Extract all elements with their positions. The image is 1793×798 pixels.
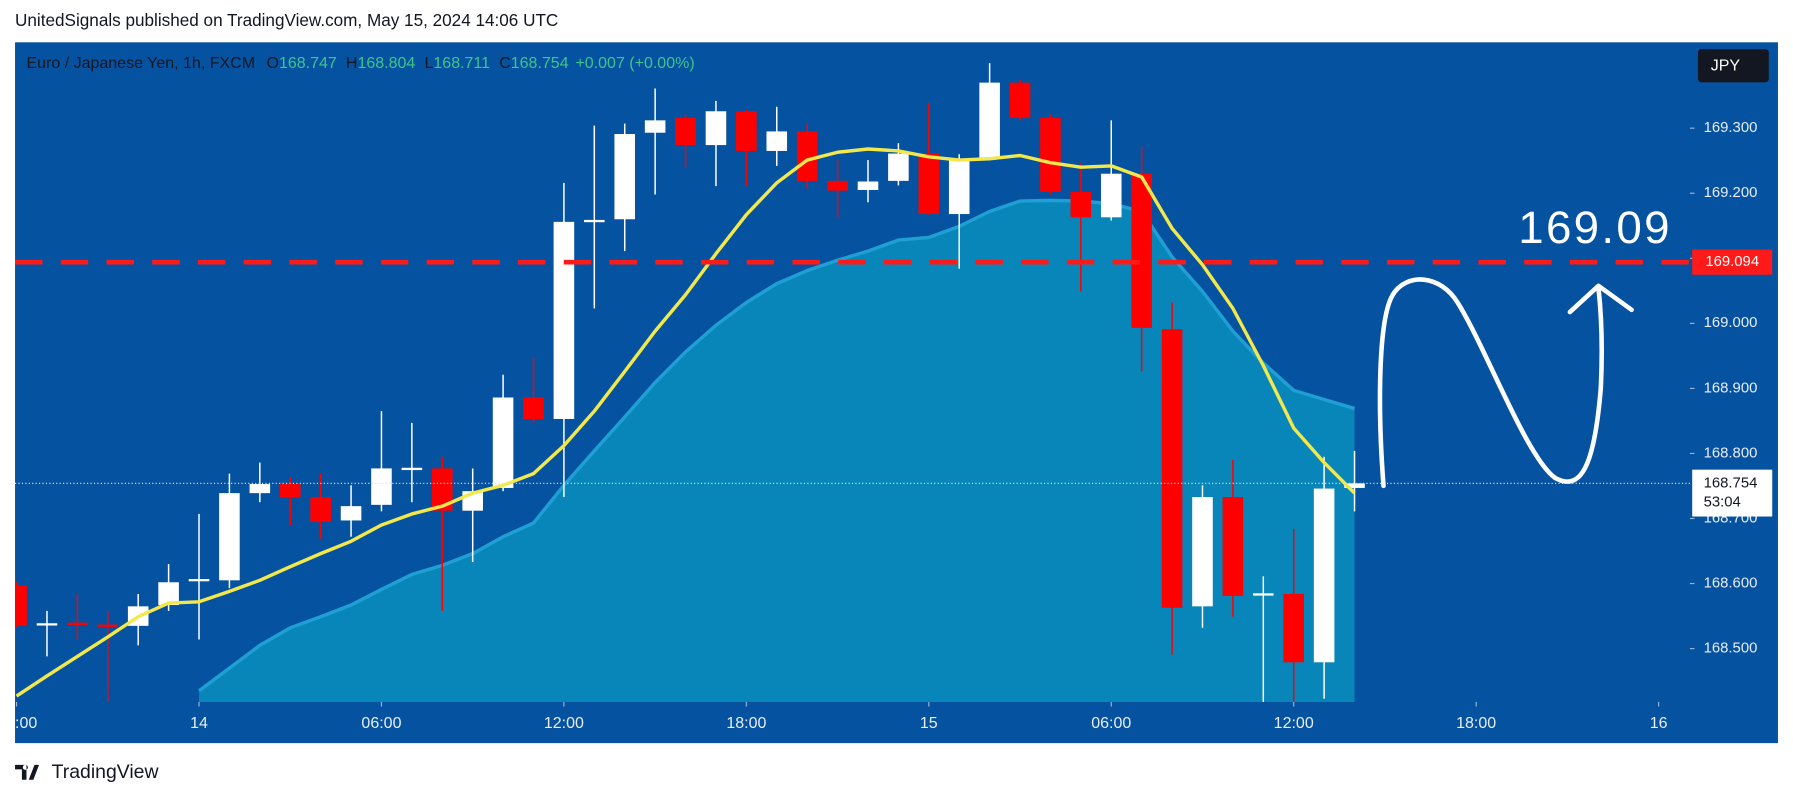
candle-body — [918, 153, 940, 215]
legend-key: L — [424, 55, 433, 72]
y-tick-label: 168.500 — [1704, 641, 1758, 657]
candle-body — [1283, 593, 1304, 663]
candle-body — [249, 484, 271, 494]
x-tick-label: 12:00 — [1274, 715, 1314, 732]
candle-body — [219, 493, 240, 581]
legend-key: H — [346, 55, 358, 72]
x-tick-label: 14 — [190, 715, 208, 732]
candle-body — [584, 219, 605, 223]
legend: Euro / Japanese Yen, 1h, FXCM O168.747 H16… — [26, 55, 694, 72]
footer-brand: TradingView — [52, 761, 160, 783]
candle-body — [888, 153, 909, 181]
ma-area-line — [197, 198, 1356, 693]
candle-body — [340, 506, 362, 521]
currency-label: JPY — [1711, 58, 1741, 75]
candle-body — [614, 134, 636, 220]
candle-body — [492, 397, 514, 488]
legend-value: 168.804 — [358, 55, 416, 72]
candle-body — [1222, 497, 1244, 596]
candle-body — [1009, 82, 1031, 118]
candle-body — [1131, 173, 1152, 328]
footer-logo — [15, 764, 40, 780]
candle-body — [1344, 483, 1365, 488]
candle-body — [644, 120, 666, 133]
candle-body — [431, 468, 453, 511]
publisher-line: UnitedSignals published on TradingView.c… — [15, 10, 558, 30]
candle-body — [948, 160, 970, 215]
candle-body — [158, 582, 179, 606]
legend-value: 168.711 — [433, 55, 490, 72]
candle-body — [1192, 497, 1213, 607]
candle-body — [705, 111, 727, 146]
candle-body — [1253, 593, 1274, 596]
candle-body — [979, 82, 1000, 159]
x-tick-label: 18:00 — [1456, 715, 1496, 732]
candle-body — [736, 111, 757, 151]
candle-body — [523, 397, 544, 419]
legend-key: C — [499, 55, 511, 72]
x-tick-label: 12:00 — [544, 715, 584, 732]
logo-icon — [15, 764, 40, 780]
x-tick-label: 18:00 — [726, 715, 766, 732]
legend-change: +0.007 (+0.00%) — [575, 55, 694, 72]
y-tick-label: 169.300 — [1704, 120, 1758, 136]
candle-body — [310, 497, 331, 522]
candle-body — [857, 181, 879, 190]
candle-body — [67, 622, 88, 625]
candle-body — [1161, 329, 1183, 608]
legend-value: 168.754 — [511, 55, 569, 72]
candle-body — [553, 221, 575, 419]
candle-body — [36, 623, 58, 626]
candle-body — [675, 117, 696, 146]
forecast-drawing — [1377, 277, 1634, 489]
countdown-label: 53:04 — [1704, 495, 1741, 511]
legend-key: O — [267, 55, 279, 72]
y-tick-label: 169.000 — [1704, 315, 1758, 331]
x-tick-label: :00 — [15, 715, 37, 732]
overlay: 168.500168.600168.700168.800168.900169.0… — [15, 120, 1773, 732]
y-tick-label: 169.200 — [1704, 185, 1758, 201]
last-price-box — [1692, 469, 1773, 517]
x-tick-label: 15 — [920, 715, 938, 732]
last-price-label: 168.754 — [1704, 475, 1758, 491]
x-tick-label: 06:00 — [361, 715, 401, 732]
candle-body — [766, 131, 788, 151]
level-label: 169.094 — [1705, 254, 1759, 270]
candle-body — [371, 468, 392, 505]
legend-symbol: Euro / Japanese Yen, 1h, FXCM — [26, 55, 255, 72]
y-tick-label: 168.800 — [1704, 445, 1758, 461]
candle-body — [401, 467, 423, 471]
plot-area — [15, 63, 1365, 702]
y-tick-label: 168.900 — [1704, 380, 1758, 396]
candle-body — [1040, 117, 1061, 192]
candle-body — [279, 484, 301, 498]
ma-area — [199, 200, 1355, 702]
x-tick-label: 16 — [1650, 715, 1668, 732]
target-annotation: 169.09 — [1518, 202, 1672, 253]
candle-body — [1070, 191, 1092, 218]
candle-body — [188, 579, 210, 582]
x-tick-label: 06:00 — [1091, 715, 1131, 732]
candle-body — [827, 180, 848, 191]
legend-value: 168.747 — [279, 55, 337, 72]
candle-body — [15, 585, 27, 626]
candle-body — [97, 624, 119, 627]
candle-body — [1313, 488, 1335, 663]
currency-button[interactable] — [1697, 49, 1769, 83]
y-tick-label: 168.600 — [1704, 575, 1758, 591]
level-label-box — [1692, 249, 1773, 275]
candle-body — [796, 131, 818, 181]
ma-line — [15, 147, 1356, 698]
candle-body — [1100, 173, 1122, 218]
